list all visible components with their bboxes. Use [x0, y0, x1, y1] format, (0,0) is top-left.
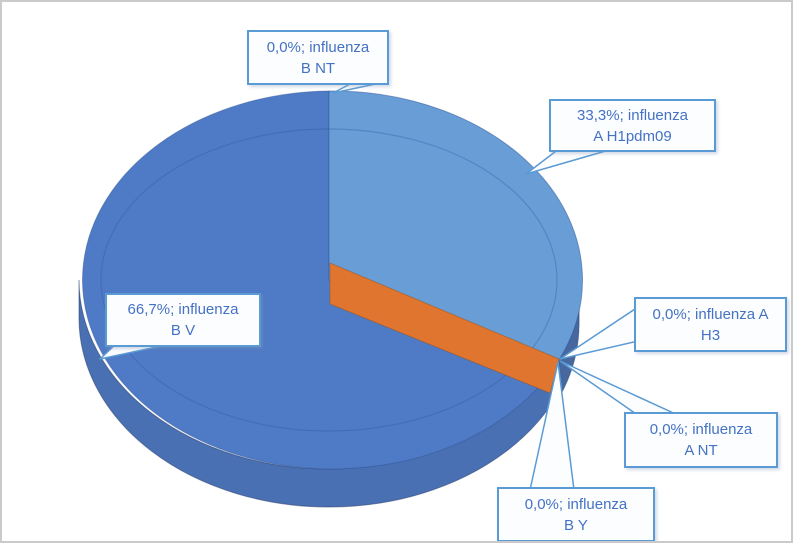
- pie-slice-influenza-b-v: [82, 90, 560, 470]
- data-label-influenza-a-h1pdm09: 33,3%; influenza A H1pdm09: [549, 99, 716, 152]
- data-label-influenza-b-v: 66,7%; influenza B V: [105, 293, 261, 347]
- data-label-influenza-a-h3: 0,0%; influenza A H3: [634, 297, 787, 352]
- data-label-influenza-a-nt: 0,0%; influenza A NT: [624, 412, 778, 468]
- pie-sliver-orange: [329, 262, 560, 394]
- data-label-influenza-b-nt: 0,0%; influenza B NT: [247, 30, 389, 85]
- callout-leader-a-nt: [559, 360, 681, 417]
- pie-bevel-highlight: [100, 128, 558, 432]
- data-label-influenza-b-y: 0,0%; influenza B Y: [497, 487, 655, 541]
